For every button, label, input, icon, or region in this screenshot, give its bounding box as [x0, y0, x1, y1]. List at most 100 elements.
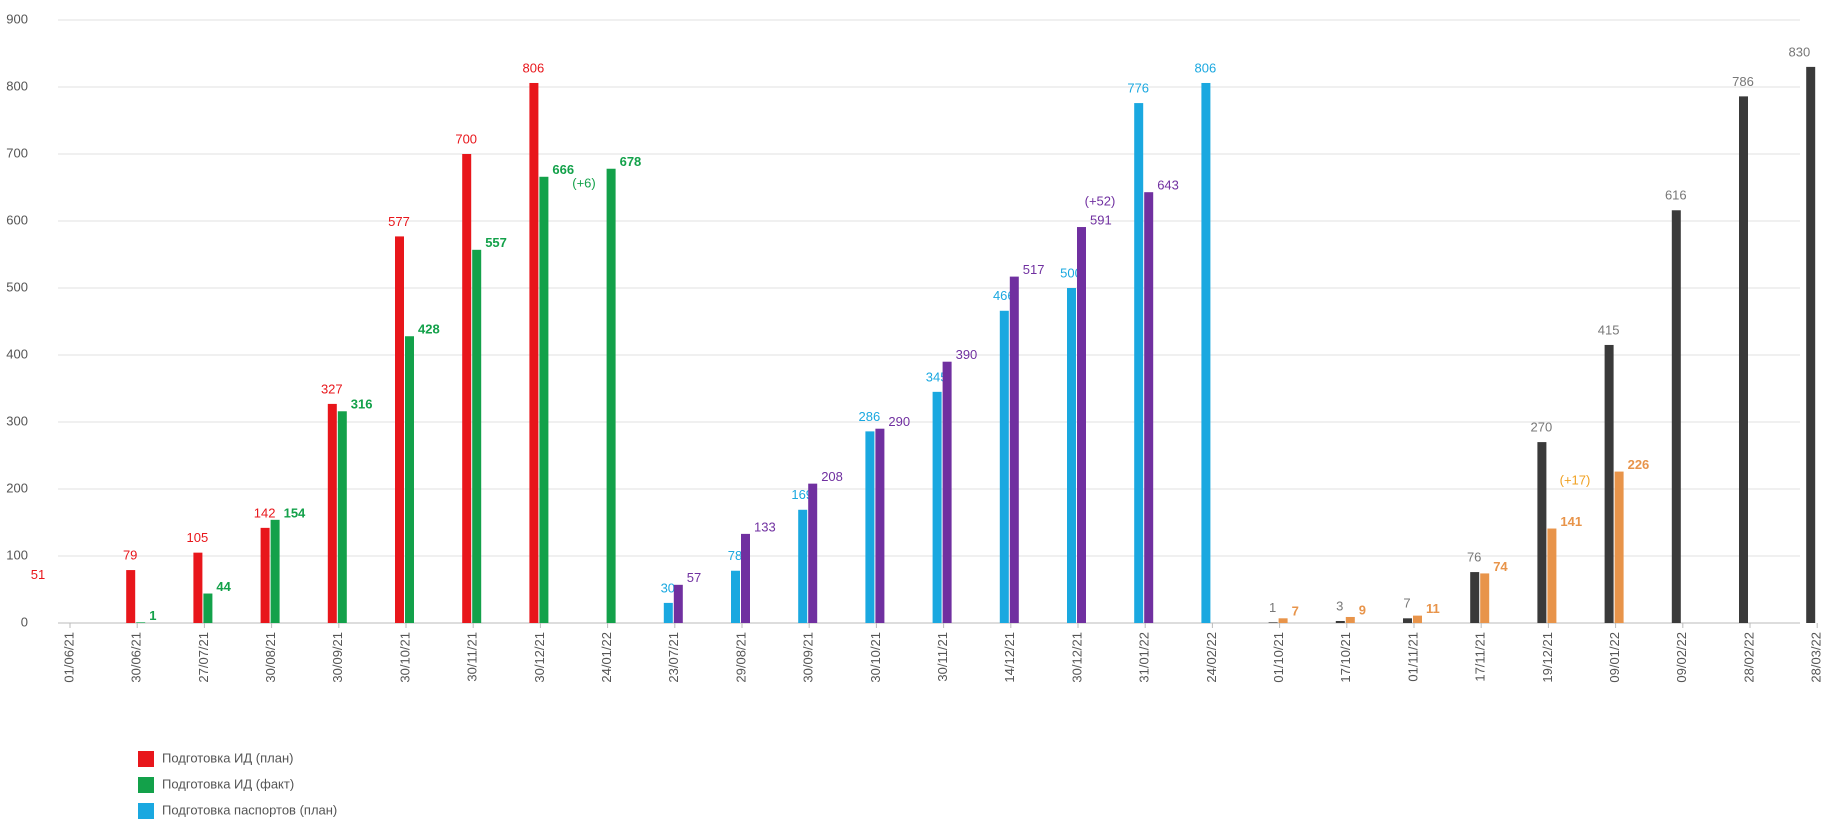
- bar: [1144, 192, 1154, 623]
- bar: [136, 622, 146, 623]
- bar: [1345, 616, 1355, 623]
- bar: [1134, 103, 1144, 623]
- value-label: 616: [1665, 188, 1687, 203]
- legend-swatch: [138, 803, 154, 819]
- bar: [731, 570, 740, 623]
- bar: [606, 168, 616, 624]
- value-label: 78: [728, 548, 742, 563]
- bar: [1480, 573, 1490, 623]
- x-tick-label: 24/01/22: [599, 632, 614, 683]
- value-label: 270: [1531, 420, 1553, 435]
- x-tick-label: 23/07/21: [666, 632, 681, 683]
- value-label: 142: [254, 505, 276, 520]
- value-label: 57: [687, 570, 701, 585]
- value-label: 7: [1403, 596, 1410, 611]
- value-label: 226: [1628, 457, 1650, 472]
- y-tick-label: 900: [6, 11, 28, 26]
- annotation: (+52): [1085, 194, 1116, 209]
- value-label: 591: [1090, 212, 1112, 227]
- y-tick-label: 300: [6, 413, 28, 428]
- value-label: 428: [418, 322, 440, 337]
- legend-swatch: [138, 777, 154, 793]
- bar: [875, 428, 885, 623]
- value-label: 74: [1493, 559, 1508, 574]
- x-tick-label: 28/03/22: [1809, 632, 1822, 683]
- value-label: 577: [388, 214, 410, 229]
- bar: [1201, 82, 1211, 624]
- bar: [1335, 620, 1345, 623]
- bar: [1413, 615, 1422, 623]
- value-label: 700: [455, 131, 477, 146]
- value-label: 500: [1060, 265, 1082, 280]
- bar: [126, 570, 136, 623]
- bar: [942, 361, 952, 623]
- bar: [462, 154, 472, 623]
- x-tick-label: 14/12/21: [1002, 632, 1017, 683]
- x-tick-label: 28/02/22: [1741, 632, 1756, 683]
- y-tick-label: 200: [6, 480, 28, 495]
- value-label: 415: [1598, 322, 1620, 337]
- bar: [798, 509, 808, 623]
- x-tick-label: 09/02/22: [1674, 632, 1689, 683]
- bar: [1278, 618, 1288, 623]
- legend-label: Подготовка ИД (план): [162, 750, 294, 765]
- x-tick-label: 30/10/21: [868, 632, 883, 683]
- value-label: 79: [123, 548, 137, 563]
- value-label: 806: [523, 60, 545, 75]
- y-tick-label: 400: [6, 346, 28, 361]
- value-label: 557: [485, 235, 507, 250]
- bar: [1739, 96, 1748, 623]
- bar: [529, 82, 539, 624]
- bar: [270, 519, 280, 623]
- value-label: 517: [1023, 262, 1045, 277]
- x-tick-label: 31/01/22: [1137, 632, 1152, 683]
- x-tick-label: 01/11/21: [1405, 632, 1420, 682]
- bar: [1604, 344, 1614, 623]
- bar: [337, 411, 347, 623]
- value-label: 327: [321, 381, 343, 396]
- bar: [741, 533, 750, 623]
- bar: [673, 584, 683, 623]
- bar: [395, 236, 404, 623]
- y-tick-label: 0: [21, 614, 28, 629]
- x-tick-label: 30/06/21: [129, 632, 144, 683]
- value-label: 154: [284, 505, 306, 520]
- legend-label: Подготовка паспортов (план): [162, 802, 337, 817]
- value-label: 44: [216, 579, 231, 594]
- value-label: 1: [1269, 600, 1276, 615]
- value-label: 7: [1292, 604, 1299, 619]
- legend-swatch: [138, 751, 154, 767]
- value-label: 30: [661, 580, 675, 595]
- y-tick-label: 800: [6, 78, 28, 93]
- x-tick-label: 01/10/21: [1271, 632, 1286, 683]
- bar: [808, 483, 818, 623]
- x-tick-label: 30/12/21: [532, 632, 547, 683]
- x-tick-label: 27/07/21: [196, 632, 211, 683]
- value-label: 133: [754, 519, 776, 534]
- value-label: 169: [791, 487, 813, 502]
- annotation: (+17): [1560, 472, 1591, 487]
- value-label: 786: [1732, 74, 1754, 89]
- annotation: (+6): [572, 176, 595, 191]
- value-label: 345: [926, 369, 948, 384]
- bar: [663, 602, 673, 623]
- bar: [1470, 572, 1480, 623]
- value-label: 208: [821, 469, 843, 484]
- value-label: 3: [1336, 598, 1343, 613]
- value-label: 141: [1560, 514, 1582, 529]
- legend-label: Подготовка ИД (факт): [162, 776, 294, 791]
- x-tick-label: 17/11/21: [1473, 632, 1488, 682]
- x-tick-label: 30/09/21: [801, 632, 816, 683]
- bar: [1537, 442, 1547, 623]
- bar: [1614, 471, 1624, 623]
- value-label: 290: [888, 414, 910, 429]
- bar: [193, 552, 203, 623]
- value-label: 1: [149, 608, 156, 623]
- bar: [472, 249, 482, 623]
- bar: [1009, 276, 1019, 623]
- x-tick-label: 24/02/22: [1204, 632, 1219, 683]
- x-tick-label: 19/12/21: [1540, 632, 1555, 683]
- bar: [865, 431, 875, 623]
- bar: [1547, 528, 1557, 623]
